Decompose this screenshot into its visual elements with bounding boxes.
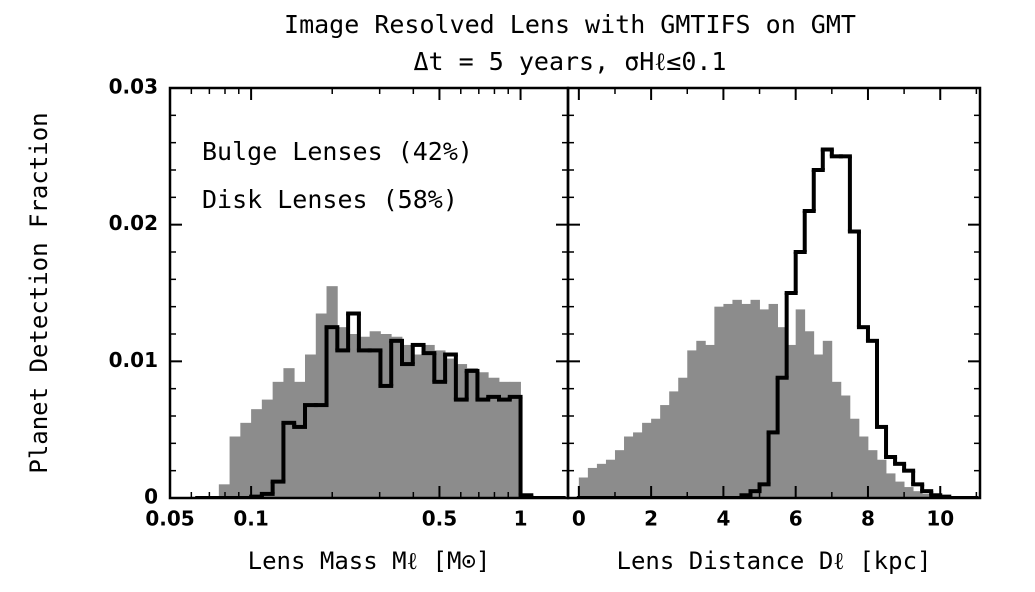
- histogram-bar: [705, 344, 715, 498]
- histogram-bar: [326, 286, 338, 498]
- histogram-bar: [614, 450, 625, 498]
- histogram-bar: [804, 331, 815, 498]
- plot-area: [195, 286, 566, 498]
- histogram-bar: [687, 350, 697, 498]
- legend-label: Disk Lenses (58%): [202, 185, 458, 214]
- histogram-bar: [369, 331, 381, 498]
- x-tick-label: 8: [861, 507, 875, 531]
- histogram-bar: [294, 381, 306, 498]
- histogram-bar: [886, 473, 896, 498]
- frame: [566, 86, 982, 500]
- histogram-bar: [283, 368, 295, 498]
- x-tick-label: 0.1: [233, 507, 268, 531]
- histogram-bar: [272, 381, 284, 498]
- step-riser: [249, 313, 534, 498]
- histogram-bar: [759, 309, 769, 498]
- histogram-bar: [714, 306, 724, 498]
- histogram-bar: [305, 354, 317, 498]
- histogram-bar: [696, 340, 706, 498]
- x-tick-label: 6: [789, 507, 803, 531]
- histogram-bar: [633, 432, 643, 498]
- histogram-bar: [813, 354, 824, 498]
- histogram-bar: [867, 450, 878, 498]
- histogram-bar: [499, 381, 511, 498]
- histogram-bar: [380, 334, 392, 498]
- histogram-bar: [642, 422, 652, 498]
- chart-subtitle: Δt = 5 years, σHℓ≤0.1: [413, 47, 726, 76]
- x-tick-label: 10: [926, 507, 954, 531]
- histogram-bar: [732, 299, 742, 498]
- histogram-bar: [391, 336, 403, 498]
- histogram-bar: [849, 418, 860, 498]
- histogram-bar: [877, 459, 887, 498]
- plot-area: [576, 147, 979, 498]
- histogram-bar: [768, 303, 779, 498]
- histogram-bar: [822, 340, 833, 498]
- histogram-bar: [895, 481, 905, 498]
- y-axis-label: Planet Detection Fraction: [25, 112, 53, 473]
- histogram-bar: [605, 459, 616, 498]
- x-tick-label: 0.05: [145, 507, 194, 531]
- histogram-bar: [777, 327, 788, 498]
- histogram-bar: [412, 354, 424, 498]
- histogram-bar: [587, 467, 598, 498]
- histogram-bar: [402, 344, 414, 498]
- histogram-bar: [488, 377, 500, 498]
- histogram-bar: [445, 358, 457, 498]
- histogram-bar: [455, 364, 468, 498]
- legend-label: Bulge Lenses (42%): [202, 137, 473, 166]
- histogram-bar: [337, 327, 349, 498]
- histogram-bar: [348, 334, 360, 498]
- histogram-bar: [251, 409, 263, 498]
- y-tick-label: 0.03: [109, 75, 158, 99]
- x-tick-label: 1: [514, 507, 528, 531]
- histogram-bar: [218, 484, 230, 498]
- histogram-bar: [678, 377, 688, 498]
- histogram-bar: [840, 395, 851, 498]
- histogram-bar: [831, 381, 842, 498]
- histogram-bar: [795, 309, 806, 498]
- histogram-bar: [669, 391, 679, 498]
- histogram-bar: [741, 303, 751, 498]
- chart-title: Image Resolved Lens with GMTIFS on GMT: [284, 10, 856, 39]
- histogram-bar: [922, 493, 932, 498]
- histogram-bar: [858, 436, 869, 498]
- x-axis-label: Lens Distance Dℓ [kpc]: [617, 547, 932, 575]
- histogram-bar: [624, 436, 634, 498]
- histogram-bar: [578, 477, 589, 498]
- histogram-bar: [596, 463, 607, 498]
- x-tick-label: 0: [572, 507, 586, 531]
- histogram-bar: [477, 372, 489, 498]
- histogram-bar: [913, 491, 923, 498]
- panel: 0.05 0.1 0.5 1 0 0.01 0.02 0.03 Lens Mass Mℓ [M⊙…: [109, 75, 570, 575]
- histogram-bar: [229, 436, 241, 498]
- histogram-bar: [904, 487, 914, 498]
- histogram-bar: [509, 381, 521, 498]
- histogram-bar: [750, 299, 760, 498]
- histogram-bar: [723, 303, 733, 498]
- y-tick-label: 0.02: [109, 211, 158, 235]
- y-tick-label: 0: [144, 485, 158, 509]
- histogram-bar: [786, 344, 797, 498]
- y-tick-label: 0.01: [109, 348, 158, 372]
- histogram-bar: [651, 418, 661, 498]
- histogram-bar: [358, 336, 371, 498]
- panel: 0 2 4 6 8 10 Lens Distance Dℓ [kpc]: [566, 86, 982, 575]
- histogram-bar: [261, 399, 274, 498]
- histogram-bar: [240, 422, 252, 498]
- histogram-bar: [466, 368, 478, 498]
- x-axis-label: Lens Mass Mℓ [M⊙]: [248, 547, 491, 575]
- histogram-bar: [423, 344, 435, 498]
- x-tick-label: 2: [644, 507, 658, 531]
- x-tick-label: 0.5: [422, 507, 457, 531]
- histogram-bar: [660, 405, 670, 498]
- histogram-bar: [434, 350, 446, 498]
- x-tick-label: 4: [716, 507, 730, 531]
